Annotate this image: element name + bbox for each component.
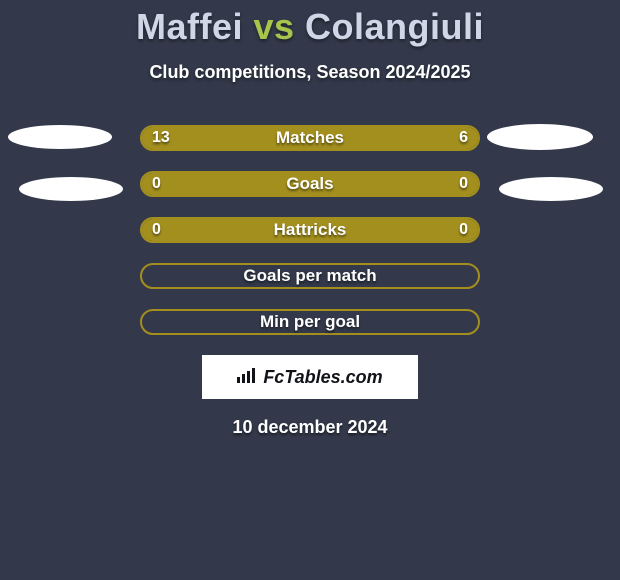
stat-row: Goals per match — [0, 263, 620, 289]
decorative-ellipse — [487, 124, 593, 150]
decorative-ellipse — [499, 177, 603, 201]
stat-label: Min per goal — [140, 309, 480, 335]
snapshot-date: 10 december 2024 — [0, 417, 620, 438]
stat-label: Goals — [140, 171, 480, 197]
vs-word: vs — [253, 6, 294, 47]
stat-value-right: 6 — [459, 125, 468, 151]
stat-rows: Matches136Goals00Hattricks00Goals per ma… — [0, 125, 620, 335]
stat-value-right: 0 — [459, 217, 468, 243]
comparison-subtitle: Club competitions, Season 2024/2025 — [0, 62, 620, 83]
stat-value-left: 0 — [152, 171, 161, 197]
site-logo: FcTables.com — [202, 355, 418, 399]
stat-value-left: 13 — [152, 125, 170, 151]
decorative-ellipse — [8, 125, 112, 149]
comparison-title: Maffei vs Colangiuli — [0, 0, 620, 48]
decorative-ellipse — [19, 177, 123, 201]
stat-value-left: 0 — [152, 217, 161, 243]
stat-label: Hattricks — [140, 217, 480, 243]
stat-row: Min per goal — [0, 309, 620, 335]
stat-label: Goals per match — [140, 263, 480, 289]
stat-value-right: 0 — [459, 171, 468, 197]
player-right-name: Colangiuli — [305, 6, 484, 47]
chart-icon — [237, 367, 257, 388]
stat-row: Hattricks0 0 — [0, 217, 620, 243]
stat-label: Matches — [140, 125, 480, 151]
logo-text: FcTables.com — [263, 367, 382, 388]
player-left-name: Maffei — [136, 6, 243, 47]
